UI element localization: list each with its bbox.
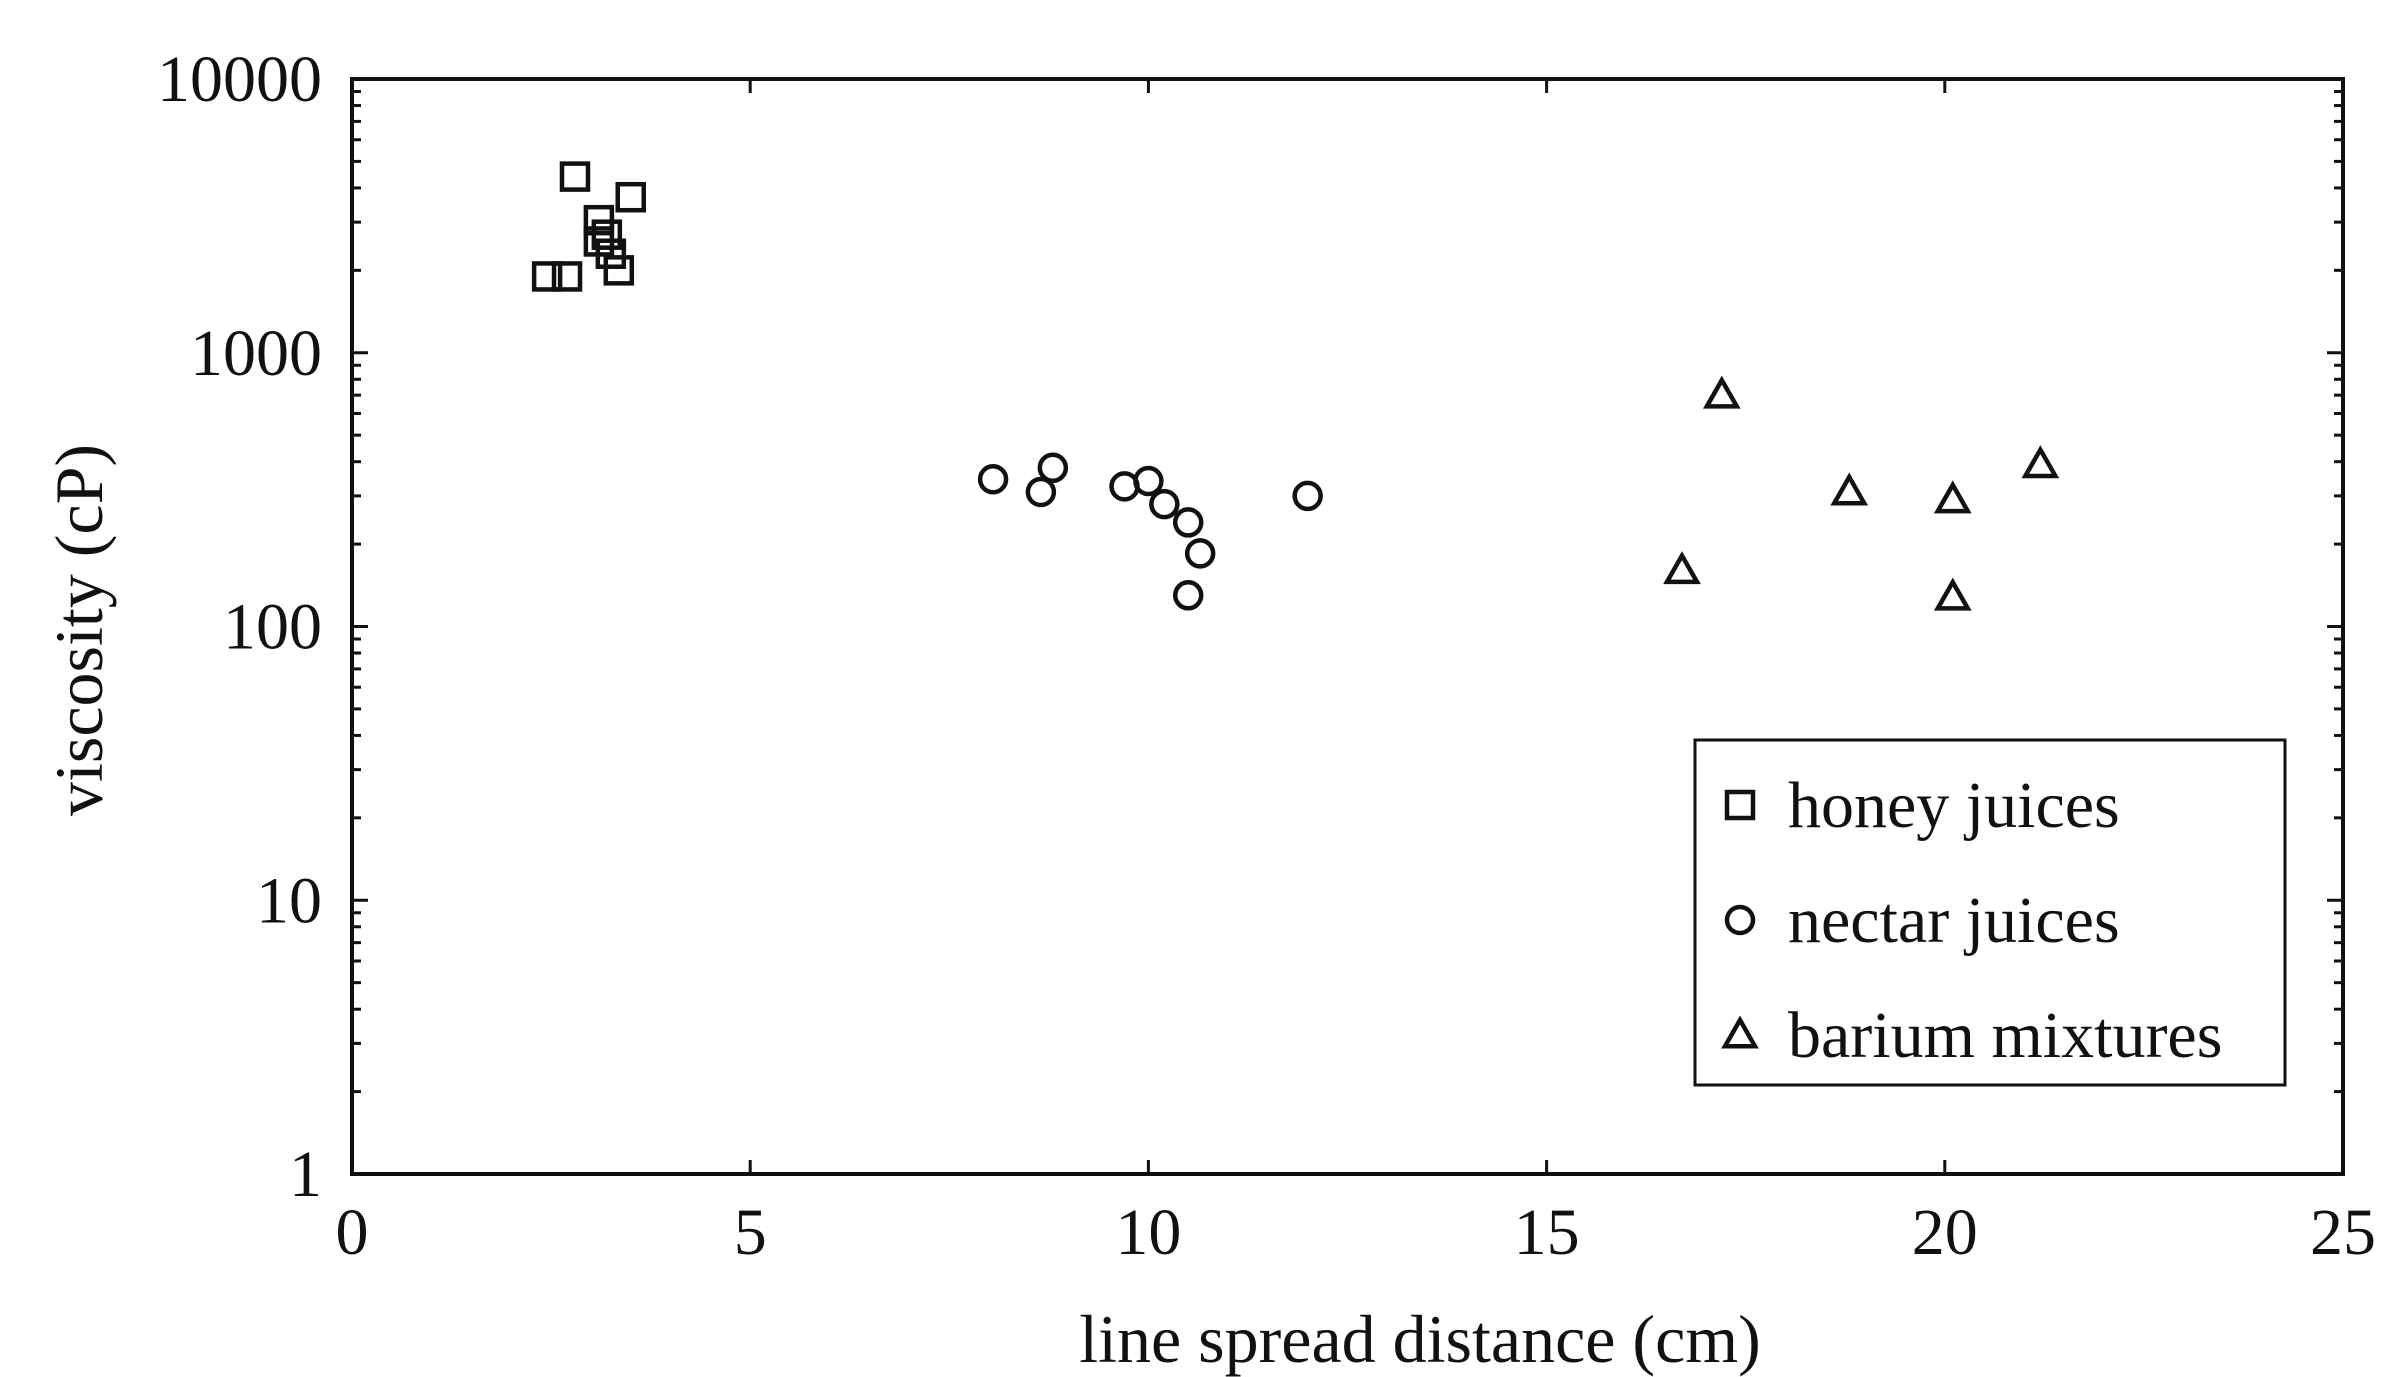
legend-label: honey juices xyxy=(1788,769,2120,842)
circle-data-point xyxy=(1133,465,1164,497)
circle-data-point xyxy=(1109,471,1140,502)
square-data-point xyxy=(531,261,563,292)
data-points xyxy=(531,161,2060,611)
x-tick-label: 10 xyxy=(1115,1196,1181,1269)
legend-triangle-marker xyxy=(1721,1015,1759,1049)
legend-label: nectar juices xyxy=(1788,884,2120,957)
legend: honey juices nectar juices barium mixtures xyxy=(1693,738,2287,1087)
x-tick-label: 15 xyxy=(1514,1196,1580,1269)
square-data-point xyxy=(551,261,583,292)
square-data-point xyxy=(603,255,635,286)
circle-data-point xyxy=(1292,480,1323,512)
circle-data-point xyxy=(1184,538,1216,569)
triangle-data-point xyxy=(1663,551,1701,585)
x-tick-label: 5 xyxy=(734,1196,767,1269)
x-axis-label: line spread distance (cm) xyxy=(1079,1301,1761,1377)
triangle-data-point xyxy=(1933,480,1972,514)
y-axis-label: viscosity (cP) xyxy=(41,444,117,816)
circle-data-point xyxy=(1172,507,1204,538)
y-tick-label: 1000 xyxy=(190,317,322,390)
y-tick-label: 1 xyxy=(289,1138,322,1211)
x-tick-labels: 0 5 10 15 20 25 xyxy=(336,1196,2377,1269)
legend-circle-marker xyxy=(1724,904,1756,936)
y-tick-labels: 1 10 100 1000 10000 xyxy=(157,43,322,1211)
x-tick-label: 0 xyxy=(336,1196,369,1269)
square-data-point xyxy=(559,161,591,192)
triangle-data-point xyxy=(1830,472,1869,506)
series-nectar-juices xyxy=(977,452,1323,611)
series-barium-mixtures xyxy=(1663,375,2060,611)
y-tick-label: 100 xyxy=(223,591,322,664)
triangle-data-point xyxy=(1933,577,1972,611)
legend-square-marker xyxy=(1724,789,1756,821)
square-data-point xyxy=(595,238,627,269)
square-data-point xyxy=(615,181,646,213)
triangle-data-point xyxy=(1702,375,1741,409)
triangle-data-point xyxy=(2021,445,2060,479)
circle-data-point xyxy=(1037,452,1069,484)
y-tick-label: 10000 xyxy=(157,43,322,116)
circle-data-point xyxy=(1025,476,1057,508)
circle-data-point xyxy=(977,464,1009,495)
circle-data-point xyxy=(1172,580,1204,611)
y-tick-label: 10 xyxy=(256,864,322,937)
series-honey-juices xyxy=(531,161,646,292)
legend-label: barium mixtures xyxy=(1788,999,2222,1072)
circle-data-point xyxy=(1149,488,1180,520)
x-tick-label: 20 xyxy=(1912,1196,1978,1269)
x-tick-label: 25 xyxy=(2310,1196,2376,1269)
legend-box xyxy=(1693,738,2287,1087)
axis-ticks xyxy=(350,77,2345,1176)
square-data-point xyxy=(591,219,623,250)
